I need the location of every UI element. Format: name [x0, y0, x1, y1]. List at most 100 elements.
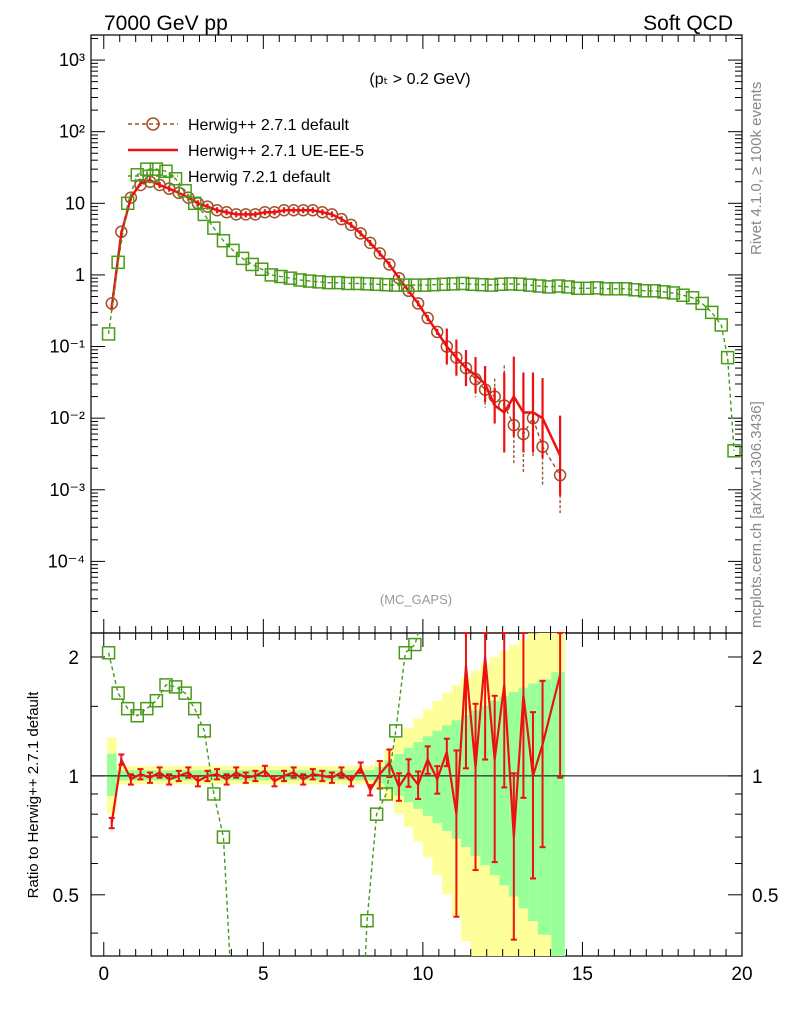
ratio-point-square [187, 701, 202, 716]
data-point-square [101, 327, 116, 341]
data-point-circle [411, 297, 425, 310]
data-point-square [714, 318, 729, 332]
data-point-square [427, 277, 441, 292]
data-point-square [408, 278, 422, 292]
data-point-square [484, 278, 499, 292]
y-tick-label: 10³ [59, 50, 85, 70]
data-point-square [446, 277, 460, 291]
ratio-tick-label-right: 0.5 [752, 886, 778, 907]
data-point-square [637, 284, 652, 298]
data-point-square [628, 283, 642, 297]
data-point-circle [335, 212, 348, 226]
data-point-square [456, 276, 470, 291]
band-green [499, 696, 510, 886]
ratio-point-square [379, 787, 393, 801]
ratio-point-square [360, 913, 374, 928]
y-tick-label: 10⁻² [49, 408, 85, 428]
ratio-point-square [398, 645, 413, 660]
ratio-plot-frame [90, 632, 743, 957]
legend-label-2: Herwig 7.2.1 default [188, 169, 331, 186]
data-point-square [159, 164, 173, 179]
main-axis-ticks: 10⁻⁴ 10⁻³ 10⁻² 10⁻¹ 1 10 10² 10³ [48, 38, 742, 612]
x-tick-label: 15 [572, 964, 593, 985]
series-line-0 [111, 181, 561, 476]
ratio-tick-label-right: 2 [752, 648, 763, 669]
header-right: Soft QCD [643, 12, 733, 35]
ratio-series-group [101, 632, 564, 957]
data-point-square [561, 280, 575, 294]
x-tick-label: 5 [258, 964, 269, 985]
data-point-square [609, 282, 623, 296]
data-point-square [727, 444, 741, 458]
data-point-circle [363, 236, 377, 250]
mcplots-label: mcplots.cern.ch [arXiv:1306.3436] [748, 401, 765, 628]
ratio-point-square [389, 724, 403, 738]
data-point-square [216, 233, 231, 248]
data-point-circle [383, 258, 396, 271]
legend-label-1: Herwig++ 2.7.1 UE-EE-5 [188, 143, 364, 160]
data-point-square [523, 278, 537, 292]
data-point-square [475, 277, 489, 292]
data-point-square [503, 277, 518, 291]
ratio-point-square [408, 637, 422, 652]
series-line-2 [107, 168, 735, 451]
band-green [106, 753, 117, 796]
data-point-circle [344, 218, 358, 232]
data-point-square [369, 277, 384, 292]
cut-label: (pₜ > 0.2 GeV) [369, 71, 470, 88]
ratio-line-herwig7-b [364, 632, 419, 957]
data-point-square [207, 221, 221, 235]
data-point-square [695, 296, 709, 311]
data-point-square [274, 269, 288, 284]
ratio-line-herwig7-a [107, 652, 231, 957]
data-point-square [570, 281, 585, 296]
data-point-square [599, 282, 614, 296]
ratio-tick-label-left: 0.5 [53, 886, 79, 907]
legend-square-marker [146, 169, 160, 183]
ratio-axis-ticks: 0.5 0.5 1 1 2 2 [53, 648, 778, 934]
data-point-square [704, 305, 719, 320]
data-point-square [657, 285, 671, 299]
header-left: 7000 GeV pp [104, 12, 228, 35]
ratio-tick-label-left: 1 [68, 767, 79, 788]
data-point-square [293, 273, 307, 287]
band-green [480, 705, 490, 866]
data-point-square [111, 255, 125, 270]
data-point-square [389, 278, 403, 292]
main-series-group [101, 162, 741, 516]
data-point-square [178, 183, 192, 198]
y-tick-label: 10⁻³ [49, 480, 85, 500]
data-point-square [494, 277, 508, 292]
band-green [551, 672, 565, 956]
data-point-circle [421, 311, 434, 325]
x-tick-label: 20 [731, 964, 752, 985]
legend: Herwig++ 2.7.1 default Herwig++ 2.7.1 UE… [128, 117, 364, 186]
data-point-square [302, 274, 317, 288]
ratio-point-square [111, 686, 125, 700]
data-point-square [618, 282, 633, 296]
data-point-square [187, 196, 202, 211]
data-point-square [264, 268, 279, 282]
data-point-square [676, 288, 690, 303]
data-point-square [720, 350, 735, 365]
data-point-circle [373, 247, 387, 260]
ratio-point-square [159, 678, 173, 692]
data-point-square [321, 275, 336, 290]
ratio-point-square [207, 787, 221, 801]
data-point-square [197, 207, 212, 222]
data-point-square [417, 278, 432, 292]
data-point-square [350, 276, 365, 291]
ratio-point-square [130, 708, 145, 723]
data-point-square [542, 280, 556, 294]
data-point-square [379, 277, 393, 292]
ratio-tick-label-left: 2 [68, 648, 79, 669]
band-green [461, 715, 471, 848]
data-point-square [398, 278, 413, 292]
data-point-square [551, 279, 566, 293]
y-tick-label: 10⁻¹ [49, 337, 85, 357]
band-green [537, 679, 552, 935]
ratio-point-square [101, 645, 116, 660]
data-point-square [226, 243, 240, 258]
data-point-square [436, 277, 451, 292]
